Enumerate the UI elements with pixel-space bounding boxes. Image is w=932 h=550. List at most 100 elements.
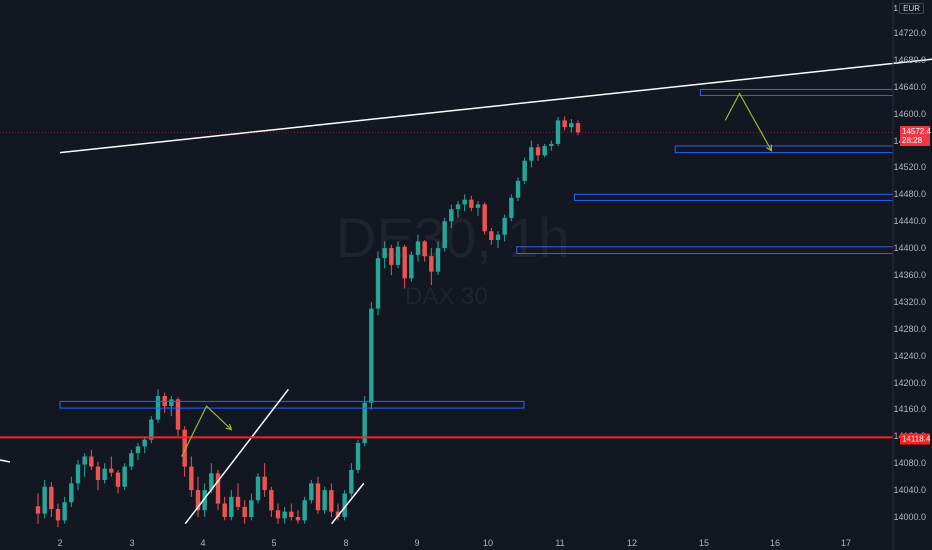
candle-body	[309, 483, 314, 501]
y-tick-label: 14360.0	[893, 270, 926, 280]
candle-body	[229, 496, 234, 517]
y-tick-label: 14280.0	[893, 323, 926, 334]
candle-body	[202, 490, 207, 511]
candle-body	[189, 466, 194, 491]
x-tick-label: 17	[840, 538, 852, 548]
candle-body	[149, 419, 154, 440]
candle-body	[502, 217, 507, 235]
candle-body	[275, 510, 281, 519]
candle-body	[415, 241, 421, 255]
y-tick-label: 14600.0	[893, 108, 926, 119]
bar-countdown: 28:28	[902, 136, 923, 145]
candle-body	[389, 248, 394, 265]
candle-body	[75, 464, 81, 484]
candle-body	[175, 399, 181, 430]
y-tick-label: 14680.0	[893, 54, 926, 65]
candle-body	[455, 204, 461, 210]
candle-body	[542, 145, 547, 156]
horizontal-levels-layer	[0, 131, 893, 439]
candle-body	[289, 511, 294, 517]
y-tick-label: 14440.0	[893, 216, 926, 227]
y-tick-label: 14480.0	[893, 189, 926, 200]
x-tick-label: 15	[698, 538, 710, 548]
y-tick-label: 14160.0	[893, 404, 926, 415]
candle-body	[422, 241, 427, 257]
candle-body	[42, 486, 47, 514]
x-tick-label: 12	[626, 538, 638, 548]
candle-body	[182, 429, 187, 467]
candle-body	[82, 456, 87, 465]
price-zone	[516, 246, 894, 254]
candle-body	[575, 123, 581, 133]
candle-body	[395, 246, 401, 265]
candle-body	[222, 503, 227, 517]
candle-body	[129, 453, 134, 467]
candle-body	[549, 143, 554, 146]
trendline-fragment	[0, 459, 11, 463]
y-tick-label: 14320.0	[893, 296, 926, 307]
price-axis[interactable]: 14720.014680.014640.014600.014560.014520…	[892, 0, 932, 550]
candle-body	[249, 500, 254, 517]
last-price-value: 14572.4	[902, 127, 931, 136]
candle-body	[409, 254, 414, 279]
y-tick-label: 14000.0	[893, 512, 926, 522]
candle-body	[482, 204, 487, 232]
currency-badge[interactable]: EUR	[899, 3, 924, 14]
candle-body	[515, 180, 521, 198]
y-tick-label: 14200.0	[893, 377, 926, 388]
candle-body	[35, 506, 41, 514]
candle-body	[382, 248, 387, 259]
scale-indicator: 1	[893, 4, 898, 13]
last-price-tag: 14572.4 28:28	[900, 126, 931, 146]
x-tick-label: 4	[200, 538, 206, 548]
candle-body	[362, 402, 367, 444]
candle-body	[89, 456, 94, 467]
candle-body	[122, 466, 127, 487]
candle-body	[109, 468, 114, 473]
candle-body	[169, 399, 174, 407]
arrow-head	[766, 144, 773, 152]
candle-body	[255, 476, 261, 501]
x-tick-label: 8	[343, 538, 349, 548]
support-resistance-zones	[59, 88, 894, 409]
x-tick-label: 3	[129, 538, 135, 548]
candle-body	[335, 511, 341, 517]
price-zone	[59, 400, 525, 409]
x-tick-label: 2	[57, 538, 63, 548]
candle-body	[535, 147, 541, 156]
candle-body	[435, 248, 441, 272]
candle-body	[442, 221, 447, 249]
candle-body	[522, 160, 527, 181]
candle-body	[562, 120, 567, 128]
candle-body	[115, 472, 121, 487]
trendline	[59, 58, 932, 154]
y-tick-label: 14640.0	[893, 81, 926, 92]
level-price-tag: 14118.4	[900, 433, 931, 445]
candle-body	[215, 473, 221, 504]
candles-layer	[35, 116, 581, 528]
candle-body	[302, 500, 307, 521]
candle-body	[529, 147, 534, 161]
candle-body	[315, 483, 321, 511]
candle-body	[449, 209, 454, 222]
trendlines-layer	[0, 58, 932, 525]
price-zone	[674, 145, 894, 154]
candle-body	[322, 490, 327, 511]
candle-body	[62, 502, 67, 521]
price-zone	[573, 193, 894, 201]
candle-body	[349, 469, 354, 494]
candle-body	[475, 204, 481, 208]
projection-arrow	[724, 92, 772, 151]
y-tick-label: 14240.0	[893, 350, 926, 361]
candle-body	[235, 496, 241, 507]
y-tick-label: 14520.0	[893, 162, 926, 173]
candle-body	[509, 197, 514, 218]
candle-body	[569, 123, 574, 128]
candle-body	[55, 508, 61, 521]
candle-body	[369, 308, 374, 403]
candle-body	[342, 493, 347, 517]
trendline	[184, 388, 289, 525]
candle-body	[102, 468, 107, 481]
